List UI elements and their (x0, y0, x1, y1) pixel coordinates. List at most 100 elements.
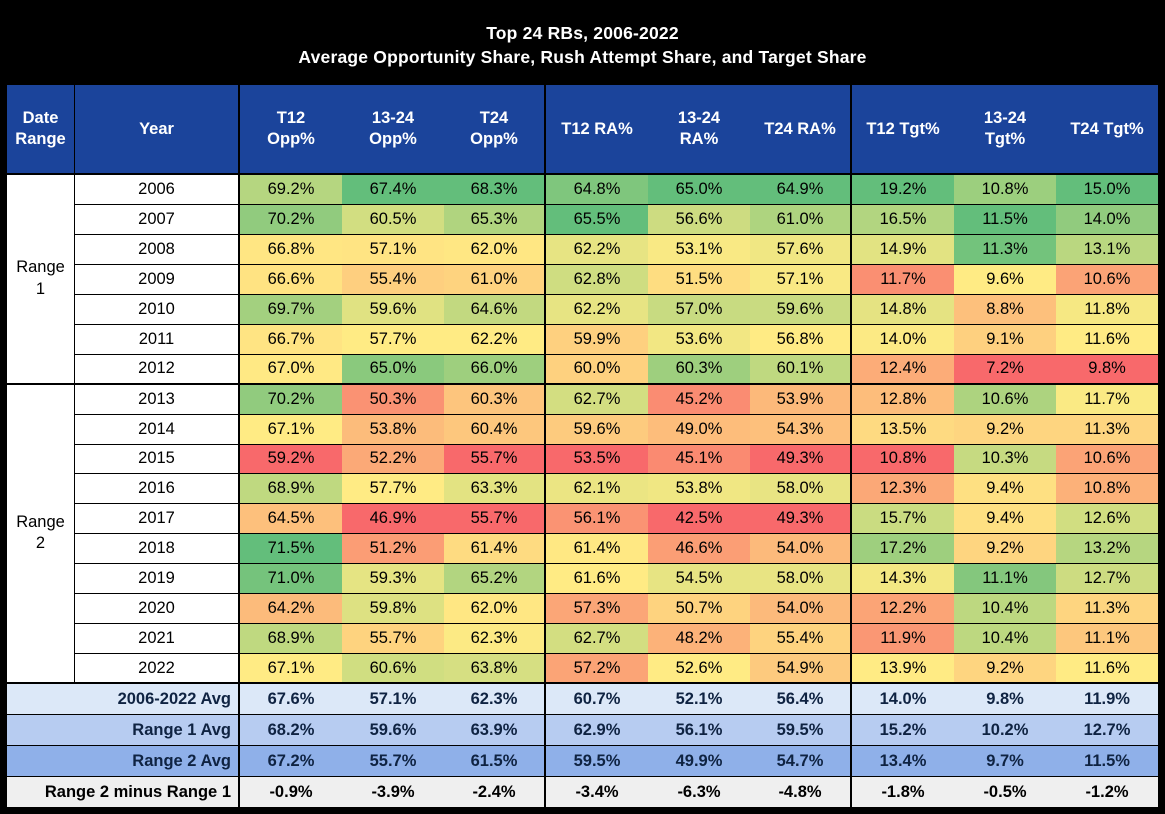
value-cell: 14.0% (1056, 204, 1158, 235)
value-cell: 13.5% (852, 414, 954, 445)
value-cell: 64.9% (750, 175, 852, 205)
value-cell: 59.6% (342, 294, 444, 325)
value-cell: 59.8% (342, 594, 444, 625)
value-cell: 60.3% (444, 384, 546, 415)
summary-value-cell: -2.4% (444, 777, 546, 807)
col-header: T24 Tgt% (1056, 85, 1158, 175)
value-cell: 9.1% (954, 324, 1056, 355)
col-header: T12 Opp% (240, 85, 342, 175)
value-cell: 68.9% (240, 624, 342, 655)
value-cell: 67.0% (240, 354, 342, 385)
value-cell: 49.3% (750, 444, 852, 475)
value-cell: 11.9% (852, 624, 954, 655)
value-cell: 63.3% (444, 474, 546, 505)
value-cell: 10.4% (954, 624, 1056, 655)
year-cell: 2018 (75, 534, 240, 565)
summary-value-cell: 12.7% (1056, 715, 1158, 747)
value-cell: 10.3% (954, 444, 1056, 475)
value-cell: 58.0% (750, 474, 852, 505)
value-cell: 9.4% (954, 474, 1056, 505)
value-cell: 42.5% (648, 504, 750, 535)
summary-value-cell: 15.2% (852, 715, 954, 747)
value-cell: 9.6% (954, 264, 1056, 295)
value-cell: 54.0% (750, 594, 852, 625)
value-cell: 11.7% (1056, 384, 1158, 415)
value-cell: 62.2% (444, 324, 546, 355)
value-cell: 10.8% (1056, 474, 1158, 505)
summary-label: Range 2 minus Range 1 (7, 777, 240, 807)
value-cell: 67.1% (240, 414, 342, 445)
col-header: 13-24 RA% (648, 85, 750, 175)
value-cell: 59.6% (546, 414, 648, 445)
summary-value-cell: 13.4% (852, 746, 954, 778)
value-cell: 14.8% (852, 294, 954, 325)
value-cell: 57.1% (342, 234, 444, 265)
value-cell: 63.8% (444, 654, 546, 685)
value-cell: 60.1% (750, 354, 852, 385)
summary-value-cell: 55.7% (342, 746, 444, 778)
value-cell: 55.4% (342, 264, 444, 295)
value-cell: 65.2% (444, 564, 546, 595)
value-cell: 61.6% (546, 564, 648, 595)
value-cell: 16.5% (852, 204, 954, 235)
value-cell: 61.4% (444, 534, 546, 565)
value-cell: 59.6% (750, 294, 852, 325)
value-cell: 11.6% (1056, 654, 1158, 685)
summary-value-cell: -4.8% (750, 777, 852, 807)
summary-value-cell: 10.2% (954, 715, 1056, 747)
value-cell: 66.7% (240, 324, 342, 355)
summary-value-cell: 52.1% (648, 684, 750, 716)
value-cell: 71.5% (240, 534, 342, 565)
value-cell: 65.0% (648, 175, 750, 205)
value-cell: 53.1% (648, 234, 750, 265)
value-cell: 60.0% (546, 354, 648, 385)
value-cell: 53.6% (648, 324, 750, 355)
value-cell: 55.4% (750, 624, 852, 655)
summary-value-cell: 67.2% (240, 746, 342, 778)
value-cell: 8.8% (954, 294, 1056, 325)
summary-value-cell: 59.5% (750, 715, 852, 747)
value-cell: 69.2% (240, 175, 342, 205)
value-cell: 15.7% (852, 504, 954, 535)
summary-value-cell: 9.8% (954, 684, 1056, 716)
value-cell: 56.6% (648, 204, 750, 235)
value-cell: 12.3% (852, 474, 954, 505)
data-table: Date Range Year T12 Opp% 13-24 Opp% T24 Opp%… (7, 85, 1158, 807)
value-cell: 9.8% (1056, 354, 1158, 385)
table-title: Top 24 RBs, 2006-2022 Average Opportunit… (7, 6, 1158, 85)
col-header: T24 Opp% (444, 85, 546, 175)
summary-value-cell: 62.9% (546, 715, 648, 747)
col-header: 13-24 Opp% (342, 85, 444, 175)
value-cell: 64.5% (240, 504, 342, 535)
value-cell: 68.3% (444, 175, 546, 205)
summary-value-cell: 56.4% (750, 684, 852, 716)
value-cell: 50.7% (648, 594, 750, 625)
value-cell: 57.2% (546, 654, 648, 685)
value-cell: 54.5% (648, 564, 750, 595)
value-cell: 14.9% (852, 234, 954, 265)
value-cell: 55.7% (342, 624, 444, 655)
value-cell: 11.1% (954, 564, 1056, 595)
value-cell: 51.2% (342, 534, 444, 565)
year-cell: 2014 (75, 414, 240, 445)
year-cell: 2012 (75, 354, 240, 385)
col-header: Year (75, 85, 240, 175)
value-cell: 57.7% (342, 474, 444, 505)
value-cell: 57.7% (342, 324, 444, 355)
summary-value-cell: 63.9% (444, 715, 546, 747)
range-label: Range 1 (7, 175, 75, 385)
summary-value-cell: 54.7% (750, 746, 852, 778)
value-cell: 9.4% (954, 504, 1056, 535)
value-cell: 62.8% (546, 264, 648, 295)
col-header: T24 RA% (750, 85, 852, 175)
summary-value-cell: 56.1% (648, 715, 750, 747)
value-cell: 60.5% (342, 204, 444, 235)
year-cell: 2021 (75, 624, 240, 655)
summary-value-cell: -0.5% (954, 777, 1056, 807)
value-cell: 9.2% (954, 414, 1056, 445)
year-cell: 2010 (75, 294, 240, 325)
value-cell: 71.0% (240, 564, 342, 595)
value-cell: 12.6% (1056, 504, 1158, 535)
value-cell: 49.3% (750, 504, 852, 535)
col-header: T12 Tgt% (852, 85, 954, 175)
